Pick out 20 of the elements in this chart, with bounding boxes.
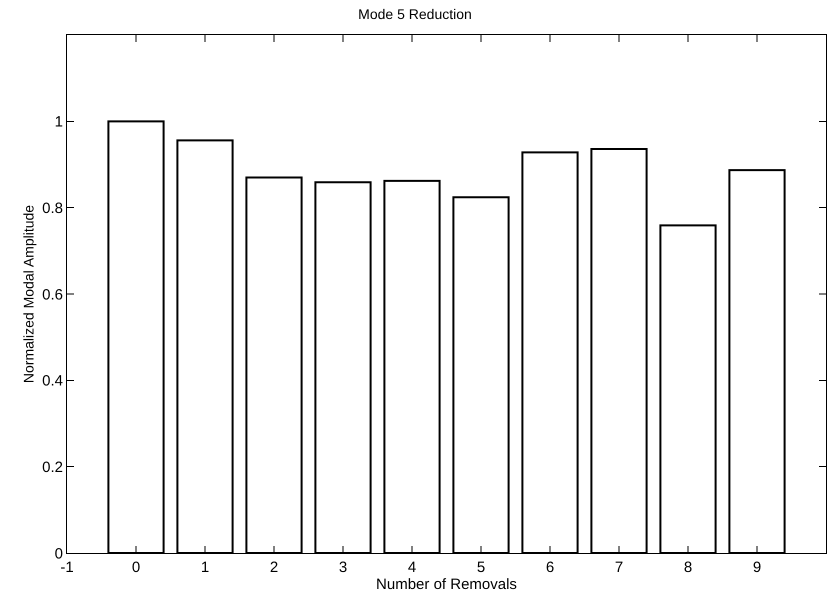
x-tick-label: 1 [200, 559, 210, 576]
y-tick-label: 0.2 [42, 458, 63, 476]
x-axis-title: Number of Removals [376, 576, 517, 593]
y-tick-label: 0.8 [42, 200, 63, 217]
x-tick-label: 8 [684, 559, 692, 576]
y-axis-title: Normalized Modal Amplitude [20, 204, 37, 384]
x-tick-label: 6 [546, 559, 554, 576]
x-tick-label: 0 [132, 559, 140, 576]
x-tick-label: 2 [270, 559, 278, 576]
x-tick-label: 7 [614, 559, 624, 576]
y-tick-label: 0 [54, 545, 63, 562]
x-tick-label: 9 [752, 559, 762, 576]
x-tick-label: -1 [60, 559, 74, 576]
x-tick-label: 5 [476, 559, 486, 576]
chart-title: Mode 5 Reduction [358, 6, 472, 22]
y-tick-label: 0.6 [42, 286, 63, 304]
y-tick-label: 0.4 [42, 372, 63, 390]
x-tick-label: 4 [408, 559, 416, 576]
y-tick-label: 1 [54, 114, 63, 131]
x-tick-label: 3 [338, 559, 348, 576]
